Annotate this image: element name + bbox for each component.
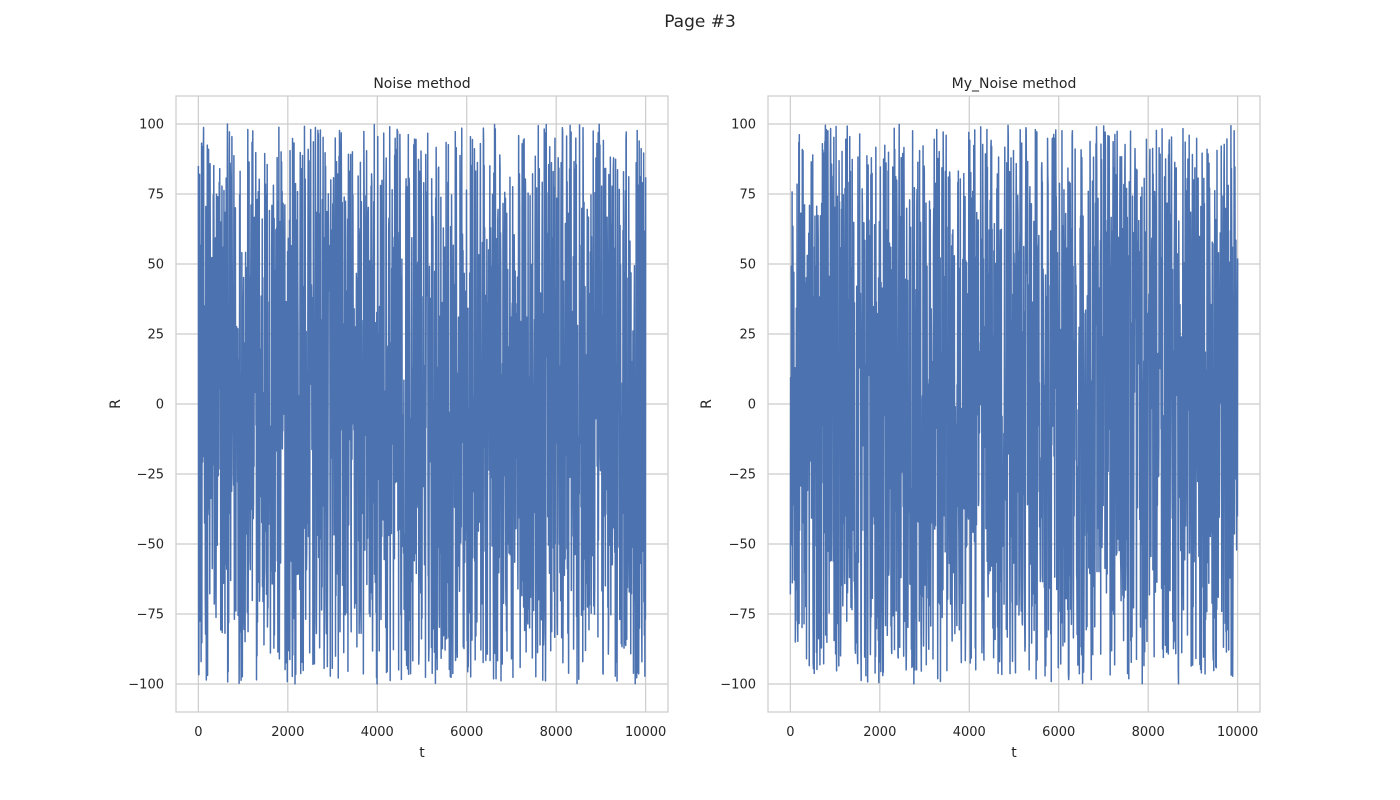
y-tick-label: −100	[128, 678, 164, 693]
x-tick-label: 6000	[450, 725, 483, 740]
y-tick-label: 75	[739, 188, 756, 203]
y-tick-label: −25	[137, 468, 164, 483]
chart-title-right: My_Noise method	[952, 76, 1077, 92]
y-axis-label-right: R	[699, 399, 715, 409]
y-axis-label-left: R	[108, 399, 124, 409]
y-tick-label: 0	[748, 398, 756, 413]
x-axis-label-left: t	[419, 745, 425, 761]
x-ticks-left: 0 2000 4000 6000 8000 10000	[194, 725, 666, 740]
x-tick-label: 8000	[1132, 725, 1165, 740]
x-tick-label: 4000	[953, 725, 986, 740]
x-tick-label: 6000	[1042, 725, 1075, 740]
chart-right: 0 2000 4000 6000 8000 10000 100 75 50 25…	[699, 76, 1261, 761]
y-ticks-left: 100 75 50 25 0 −25 −50 −75 −100	[128, 118, 164, 693]
chart-title-left: Noise method	[373, 76, 470, 92]
series-line	[789, 123, 1239, 685]
x-tick-label: 2000	[271, 725, 304, 740]
x-tick-label: 2000	[863, 725, 896, 740]
y-tick-label: 0	[156, 398, 164, 413]
x-tick-label: 4000	[361, 725, 394, 740]
y-tick-label: 100	[731, 118, 756, 133]
y-tick-label: 75	[147, 188, 164, 203]
x-tick-label: 0	[194, 725, 202, 740]
x-axis-label-right: t	[1011, 745, 1017, 761]
y-tick-label: −75	[137, 608, 164, 623]
x-tick-label: 0	[786, 725, 794, 740]
figure-title: Page #3	[664, 12, 736, 32]
y-tick-label: 50	[739, 258, 756, 273]
y-tick-label: −25	[729, 468, 756, 483]
y-tick-label: 25	[147, 328, 164, 343]
y-tick-label: −50	[729, 538, 756, 553]
y-tick-label: −100	[720, 678, 756, 693]
x-ticks-right: 0 2000 4000 6000 8000 10000	[786, 725, 1258, 740]
y-tick-label: 50	[147, 258, 164, 273]
chart-left: 0 2000 4000 6000 8000 10000 100 75 50 25…	[108, 76, 669, 761]
y-tick-label: 100	[139, 118, 164, 133]
y-ticks-right: 100 75 50 25 0 −25 −50 −75 −100	[720, 118, 756, 693]
y-tick-label: −50	[137, 538, 164, 553]
x-tick-label: 10000	[625, 725, 666, 740]
series-noise	[197, 123, 647, 685]
y-tick-label: 25	[739, 328, 756, 343]
y-tick-label: −75	[729, 608, 756, 623]
series-line	[197, 123, 647, 685]
x-tick-label: 8000	[540, 725, 573, 740]
series-my-noise	[789, 123, 1239, 685]
x-tick-label: 10000	[1217, 725, 1258, 740]
